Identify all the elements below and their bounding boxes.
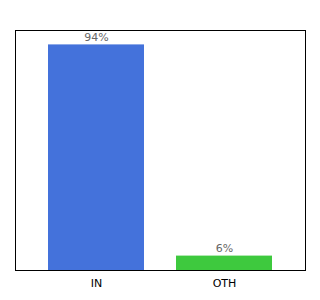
svg-text:IN: IN — [91, 277, 102, 290]
svg-text:OTH: OTH — [213, 277, 237, 290]
svg-text:94%: 94% — [84, 31, 108, 44]
svg-text:6%: 6% — [216, 242, 233, 255]
